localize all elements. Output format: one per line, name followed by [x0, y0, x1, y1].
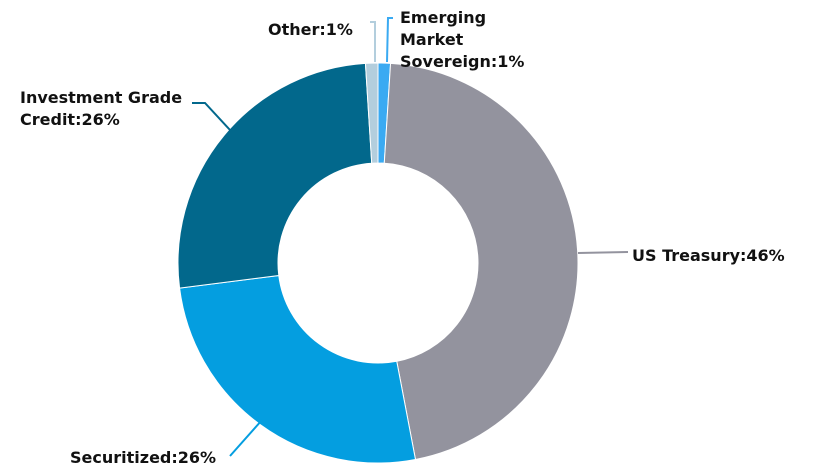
leader-line [386, 17, 393, 63]
leader-line [229, 419, 263, 457]
slice-label: US Treasury:46% [632, 246, 785, 265]
slice-label: Securitized:26% [70, 448, 217, 467]
slice [179, 274, 417, 464]
slice-label: Investment Grade Credit:26% [20, 88, 183, 129]
slice-label: Other:1% [268, 20, 353, 39]
leader-line [370, 21, 376, 62]
slice [177, 62, 373, 289]
leader-line [577, 251, 629, 254]
slices [177, 62, 579, 464]
slice [364, 62, 379, 164]
slice [383, 62, 579, 461]
slice-label: Emerging Market Sovereign:1% [400, 8, 525, 71]
leader-line [192, 102, 231, 131]
